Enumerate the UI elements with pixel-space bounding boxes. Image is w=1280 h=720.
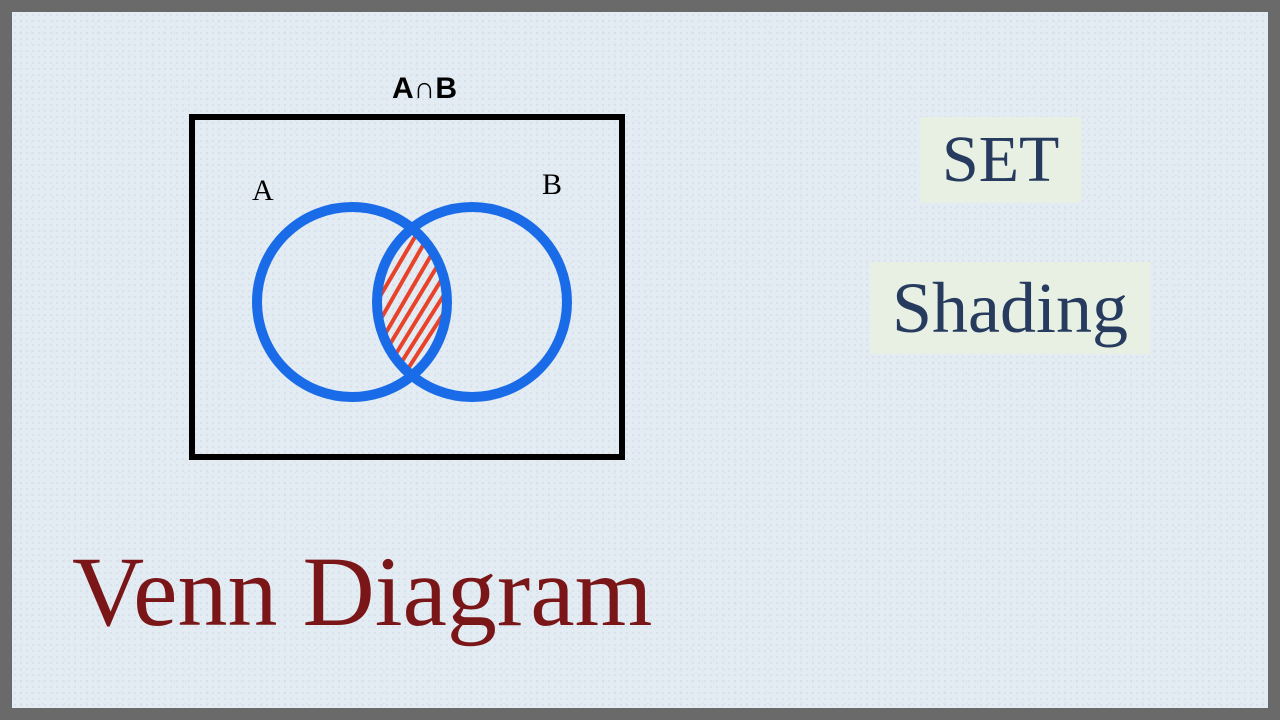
- slide-frame: A∩B A B: [0, 0, 1280, 720]
- label-set: SET: [920, 117, 1081, 203]
- set-a-circle: [257, 207, 447, 397]
- main-title: Venn Diagram: [72, 542, 652, 642]
- set-a-label: A: [252, 174, 274, 207]
- venn-diagram: A B: [12, 12, 712, 482]
- label-shading: Shading: [870, 262, 1150, 354]
- set-b-label: B: [542, 168, 562, 201]
